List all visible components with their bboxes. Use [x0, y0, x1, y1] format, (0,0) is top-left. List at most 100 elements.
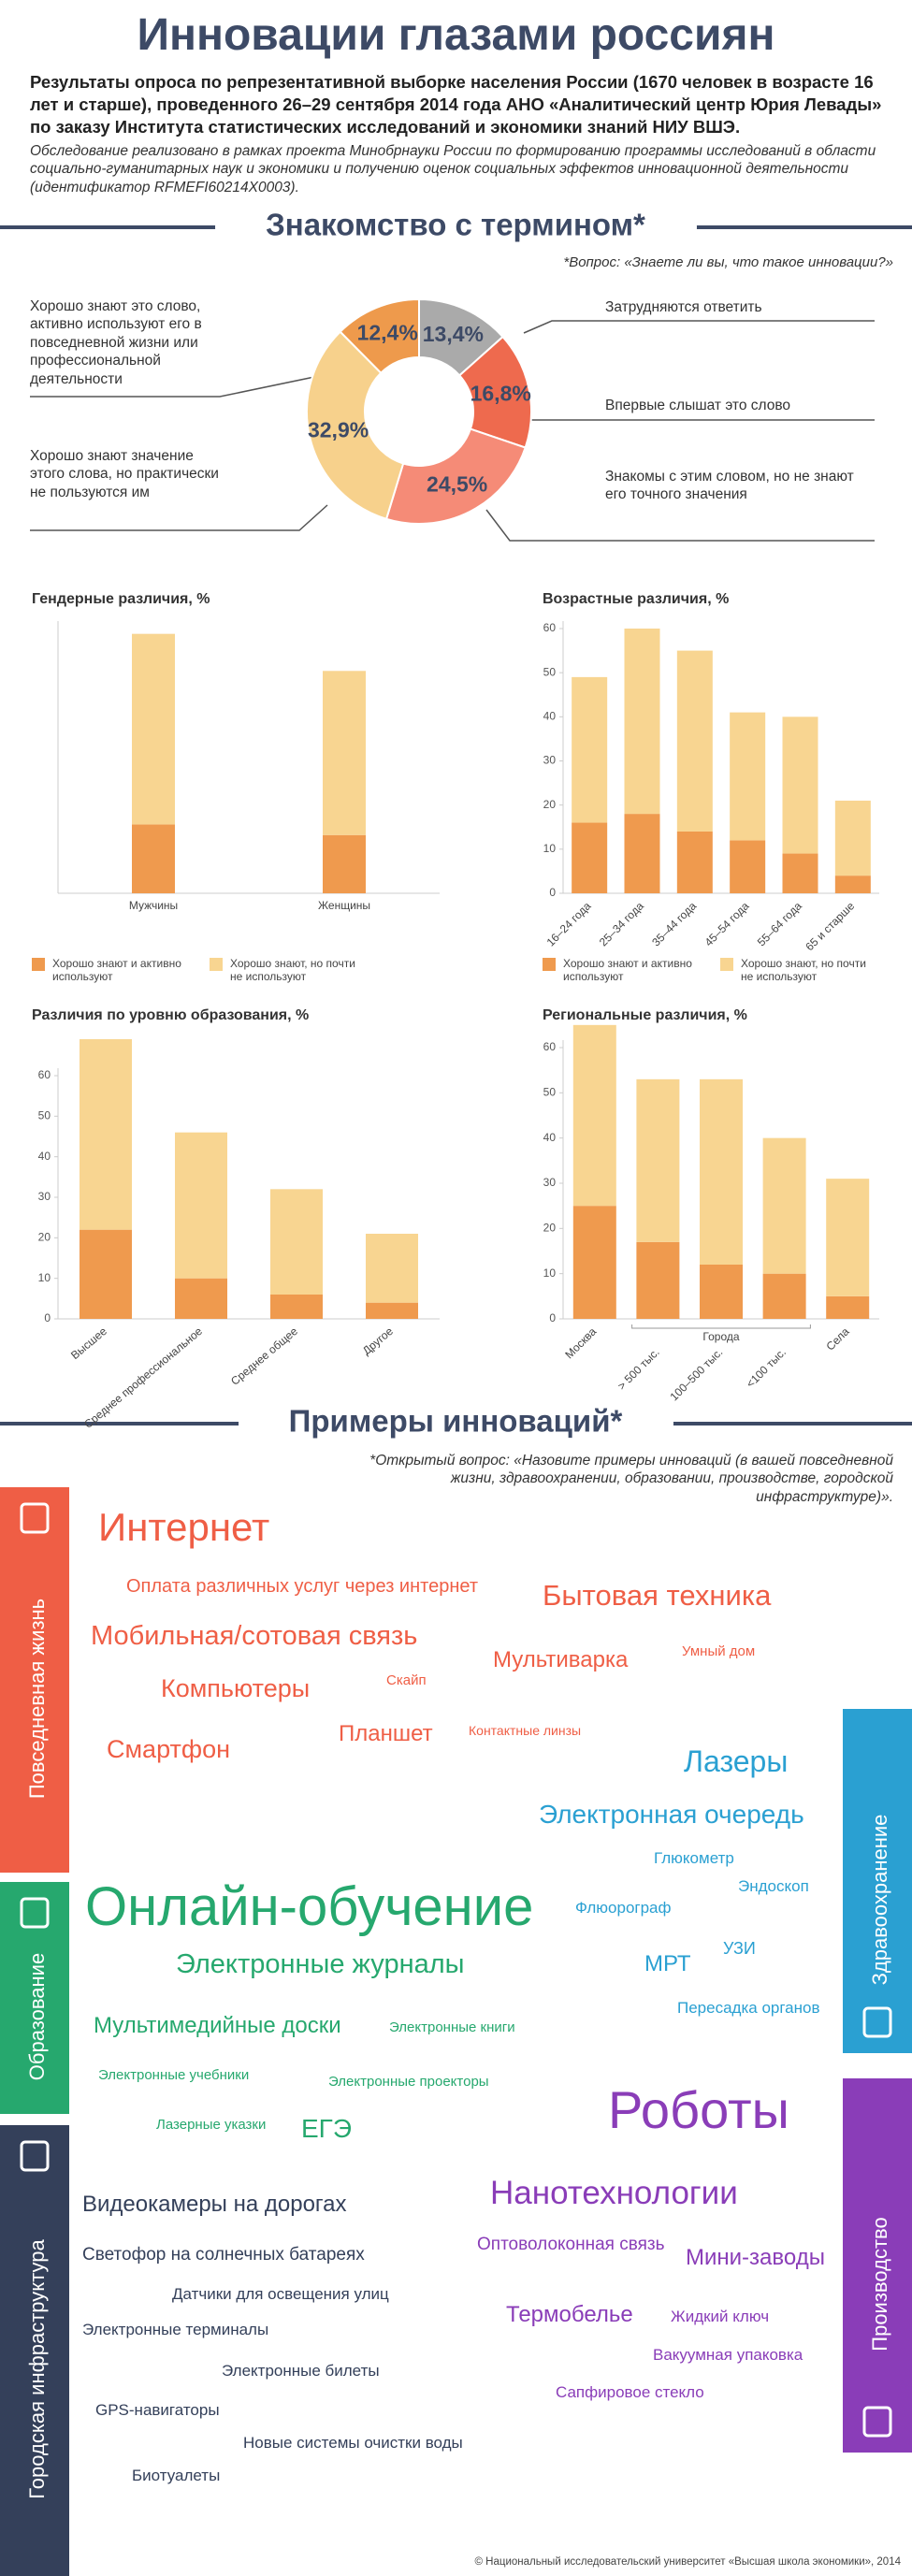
category-label: Впервые слышат это слово [605, 398, 791, 413]
legend-label: Хорошо знают, но почти не используют [741, 957, 866, 984]
bar-segment [636, 1078, 680, 1242]
bar-segment [572, 1024, 616, 1207]
y-tick-label: 50 [38, 1109, 51, 1122]
y-tick-label: 50 [543, 665, 557, 678]
y-tick-label: 0 [549, 1311, 556, 1324]
word: Планшет [339, 1721, 433, 1746]
word: Сапфировое стекло [556, 2383, 704, 2401]
y-tick-label: 30 [38, 1190, 51, 1203]
bar-segment [80, 1229, 132, 1319]
x-tick-label: 55–64 года [755, 899, 804, 948]
tab-icon [862, 2406, 892, 2438]
group-bracket [631, 1324, 811, 1329]
y-tick-label: 40 [543, 710, 557, 723]
bar-segment [80, 1039, 132, 1230]
bar-segment [782, 853, 818, 893]
connector [30, 371, 338, 398]
bar-segment [676, 831, 713, 893]
category-tab [843, 2078, 912, 2453]
y-tick-label: 10 [38, 1271, 51, 1284]
tab-icon [20, 1502, 50, 1534]
category-label: Знакомы с этим словом, но не знают его т… [605, 469, 854, 503]
word: ЕГЭ [301, 2114, 352, 2143]
connector [30, 504, 328, 531]
word: Компьютеры [161, 1674, 311, 1702]
word: Роботы [608, 2080, 789, 2139]
word: Смартфон [107, 1735, 231, 1763]
word: Электронные учебники [98, 2067, 250, 2083]
bar-segment [366, 1302, 418, 1319]
word: Мультимедийные доски [94, 2013, 341, 2038]
tab-label: Городская инфраструктура [25, 2239, 49, 2499]
word: Пересадка органов [677, 1999, 820, 2017]
x-tick-label: Другое [360, 1324, 396, 1357]
bar-segment [624, 814, 660, 893]
word: Новые системы очистки воды [243, 2434, 463, 2452]
word: Мини-заводы [686, 2245, 825, 2270]
subtitle: Результаты опроса по репрезентативной вы… [30, 72, 882, 137]
word: Вакуумная упаковка [653, 2346, 803, 2364]
y-tick-label: 20 [38, 1231, 51, 1244]
x-tick-label: 25–34 года [597, 899, 646, 948]
y-tick-label: 50 [543, 1086, 557, 1099]
category-label: Затрудняются ответить [605, 299, 762, 315]
bar-segment [636, 1241, 680, 1319]
tab-label: Производство [868, 2217, 891, 2351]
note: Обследование реализовано в рамках проект… [30, 143, 876, 195]
bar-segment [826, 1295, 870, 1319]
x-tick-label: 35–44 года [649, 899, 699, 948]
bar-segment [730, 840, 766, 893]
word: Флюорограф [575, 1899, 672, 1917]
y-tick-label: 10 [543, 1266, 557, 1280]
y-tick-label: 20 [543, 1222, 557, 1235]
x-tick-label: 65 и старше [803, 899, 857, 953]
word: Мультиварка [493, 1647, 629, 1672]
connector [523, 320, 875, 334]
pie-segment [339, 297, 420, 375]
word: Электронные журналы [176, 1949, 465, 1979]
bar-segment [834, 876, 871, 893]
legend-swatch [210, 958, 223, 971]
word: Видеокамеры на дорогах [82, 2192, 347, 2217]
bar-segment [132, 824, 175, 893]
category-label: Хорошо знают значение этого слова, но пр… [30, 448, 219, 500]
category-tab [0, 1487, 69, 1873]
word: Датчики для освещения улиц [172, 2285, 389, 2303]
connector [485, 509, 875, 542]
bar-segment [175, 1278, 227, 1319]
value-label: 32,9% [308, 417, 369, 441]
bar-segment [572, 822, 608, 893]
section-title: Знакомство с термином* [266, 208, 645, 242]
word: Умный дом [682, 1643, 756, 1659]
section-title: Примеры инноваций* [289, 1404, 623, 1439]
word: Эндоскоп [738, 1877, 809, 1895]
bar-segment [762, 1273, 806, 1319]
y-tick-label: 40 [38, 1150, 51, 1163]
legend-label: Хорошо знают и активно используют [563, 957, 692, 984]
word: Мобильная/сотовая связь [91, 1621, 418, 1651]
word: Глюкометр [654, 1849, 734, 1867]
bar-segment [782, 716, 818, 854]
value-label: 12,4% [357, 321, 418, 345]
tab-icon [862, 2006, 892, 2038]
bar-segment [323, 834, 366, 893]
word: Термобелье [506, 2302, 633, 2327]
page-title: Инновации глазами россиян [137, 10, 775, 60]
word: Онлайн-обучение [85, 1876, 534, 1937]
bar-segment [572, 1206, 616, 1319]
x-tick-label: <100 тыс. [744, 1345, 789, 1390]
x-tick-label: 45–54 года [702, 899, 752, 948]
y-tick-label: 0 [549, 886, 556, 899]
legend-label: Хорошо знают и активно используют [52, 957, 181, 984]
chart-title: Гендерные различия, % [32, 591, 210, 607]
x-tick-label: 100–500 тыс. [667, 1345, 725, 1403]
word: Электронные проекторы [328, 2074, 489, 2090]
bar-segment [175, 1132, 227, 1279]
section-pill [239, 1402, 673, 1445]
x-tick-label: Села [823, 1324, 851, 1353]
word: УЗИ [723, 1939, 756, 1958]
bar-segment [572, 676, 608, 823]
tab-label: Здравоохранение [868, 1815, 891, 1986]
x-tick-label: 16–24 года [544, 899, 594, 948]
